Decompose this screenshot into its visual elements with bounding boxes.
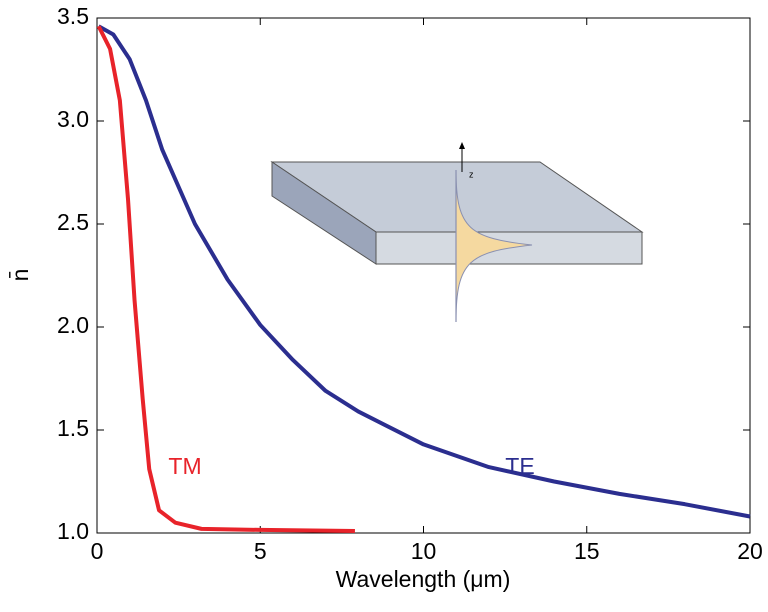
slab-side xyxy=(271,161,377,265)
y-axis-label: n̄ xyxy=(7,269,33,282)
mode-profile xyxy=(455,169,533,323)
series-label: TM xyxy=(168,453,201,479)
x-tick-label: 20 xyxy=(737,538,763,564)
series-label: TE xyxy=(505,453,534,479)
x-tick-label: 5 xyxy=(254,538,267,564)
y-tick-label: 3.0 xyxy=(57,106,89,132)
y-tick-label: 1.5 xyxy=(57,415,89,441)
x-tick-label: 15 xyxy=(574,538,600,564)
x-axis-label: Wavelength (μm) xyxy=(336,566,511,592)
series-line xyxy=(97,24,751,519)
x-tick-label: 0 xyxy=(91,538,104,564)
inset-diagram: z xyxy=(270,142,644,323)
y-tick-label: 1.0 xyxy=(57,518,89,544)
y-tick-label: 3.5 xyxy=(57,3,89,29)
z-arrow-head xyxy=(459,142,465,149)
series-line xyxy=(96,25,355,533)
y-tick-label: 2.0 xyxy=(57,312,89,338)
x-tick-label: 10 xyxy=(411,538,437,564)
y-tick-label: 2.5 xyxy=(57,209,89,235)
z-label: z xyxy=(469,169,474,179)
